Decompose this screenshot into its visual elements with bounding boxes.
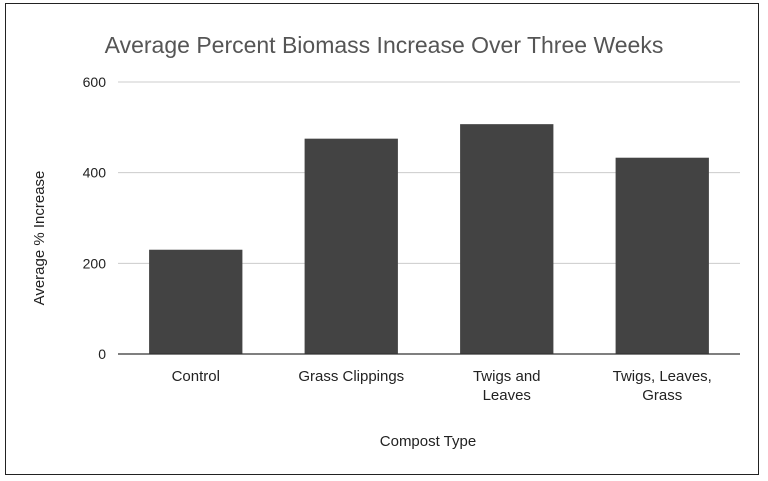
x-tick-label: Twigs, Leaves, Grass xyxy=(613,368,712,404)
x-tick-label: Control xyxy=(172,368,220,385)
x-tick-label: Grass Clippings xyxy=(298,368,404,385)
y-tick-label: 0 xyxy=(98,346,106,362)
y-tick-label: 600 xyxy=(83,74,107,90)
y-tick-label: 200 xyxy=(83,255,107,271)
x-axis-label: Compost Type xyxy=(380,433,476,450)
bar xyxy=(304,138,398,354)
y-axis-label: Average % Increase xyxy=(31,171,48,306)
x-axis-ticks: Control Grass Clippings Twigs and Leaves Twi… xyxy=(172,368,712,404)
bars xyxy=(118,124,740,355)
x-tick-label: Twigs and Leaves xyxy=(473,368,541,404)
chart-title: Average Percent Biomass Increase Over Th… xyxy=(105,32,664,58)
bar xyxy=(460,124,554,354)
bar xyxy=(615,157,709,354)
y-axis-ticks: 0 200 400 600 xyxy=(83,74,107,362)
y-tick-label: 400 xyxy=(83,165,107,181)
bar xyxy=(149,249,243,354)
